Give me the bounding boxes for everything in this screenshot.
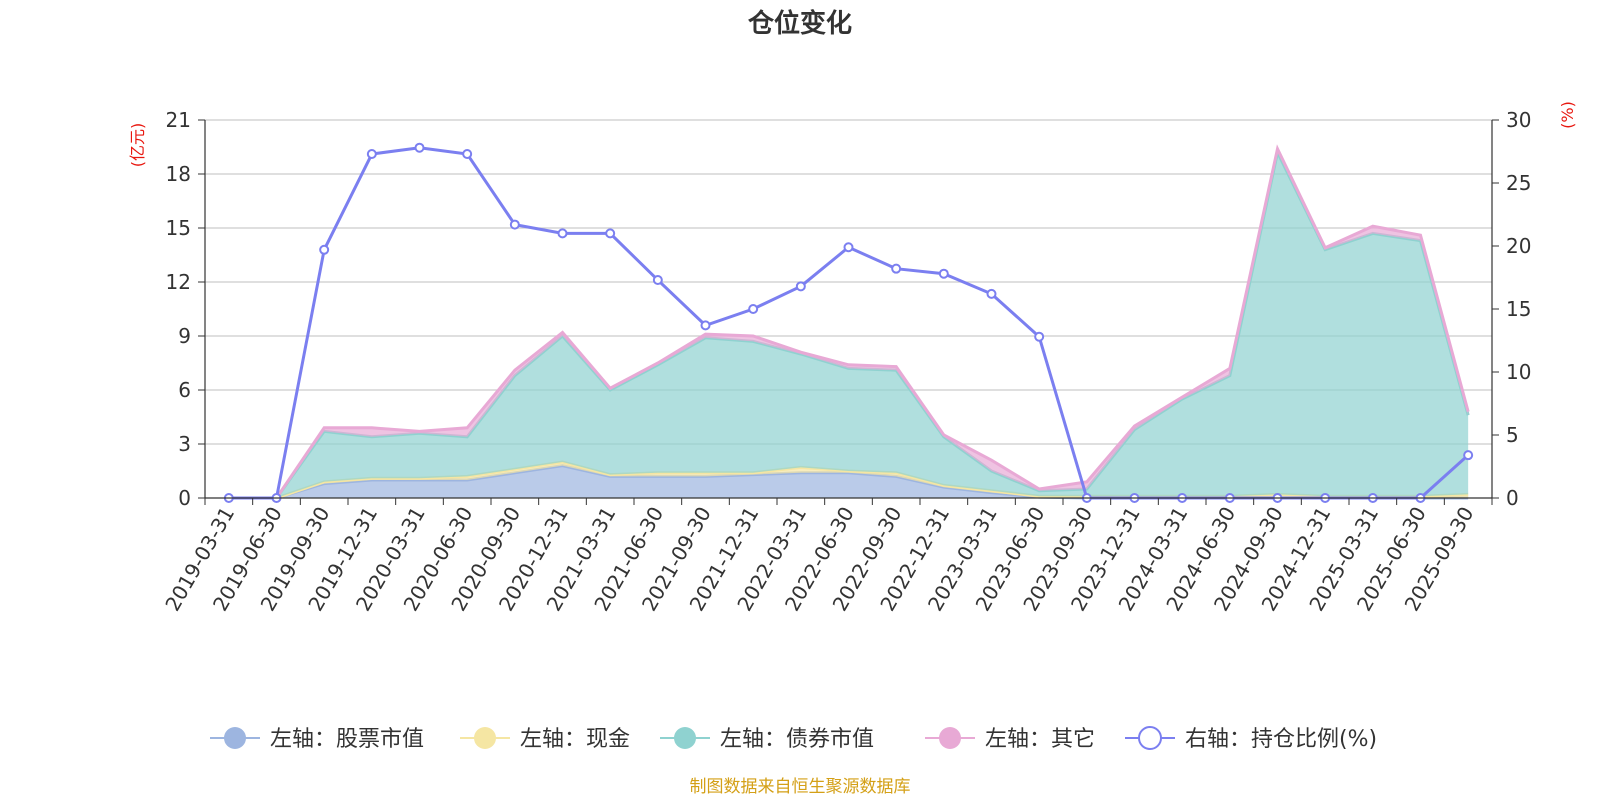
right-tick-label: 15 — [1506, 297, 1531, 321]
ratio-point — [509, 219, 520, 230]
ratio-point — [557, 228, 568, 239]
ratio-point — [462, 149, 473, 160]
legend: 左轴：股票市值 左轴：现金 左轴：债券市值 左轴：其它 右轴：持仓比例(%) — [210, 726, 1377, 752]
legend-marker — [939, 727, 961, 749]
ratio-point — [366, 149, 377, 160]
legend-label: 左轴：股票市值 — [270, 727, 424, 752]
right-tick-label: 5 — [1506, 423, 1519, 447]
ratio-point — [700, 320, 711, 331]
left-tick-label: 9 — [178, 324, 191, 348]
right-axis-unit: (%) — [1558, 101, 1577, 129]
left-tick-label: 3 — [178, 432, 191, 456]
left-tick-label: 0 — [178, 486, 191, 510]
right-tick-label: 30 — [1506, 108, 1531, 132]
left-tick-label: 6 — [178, 378, 191, 402]
grid-lines — [205, 119, 1492, 445]
left-tick-label: 15 — [166, 216, 191, 240]
right-tick-label: 0 — [1506, 486, 1519, 510]
legend-marker — [674, 727, 696, 749]
right-tick-label: 20 — [1506, 234, 1531, 258]
legend-label: 左轴：债券市值 — [720, 727, 874, 752]
legend-label: 左轴：现金 — [520, 727, 630, 752]
chart-title: 仓位变化 — [747, 8, 852, 39]
ratio-point — [843, 242, 854, 253]
left-tick-label: 12 — [166, 270, 191, 294]
ratio-point — [319, 244, 330, 255]
legend-marker — [1138, 726, 1162, 750]
area-左轴：股票市值 — [228, 465, 1469, 498]
legend-label: 左轴：其它 — [985, 727, 1095, 752]
area-series-group — [228, 144, 1470, 500]
legend-marker — [224, 727, 246, 749]
right-tick-label: 25 — [1506, 171, 1531, 195]
ratio-point — [986, 288, 997, 299]
left-tick-label: 18 — [166, 162, 191, 186]
ratio-point — [1034, 331, 1045, 342]
data-source-note: 制图数据来自恒生聚源数据库 — [690, 777, 911, 797]
ratio-point — [1463, 450, 1474, 461]
ratio-point — [938, 268, 949, 279]
ratio-point — [795, 281, 806, 292]
area-edge-左轴：其它 — [228, 144, 1470, 500]
ratio-point — [605, 228, 616, 239]
left-axis-unit: (亿元) — [128, 123, 147, 168]
area-左轴：债券市值 — [228, 152, 1469, 498]
legend-marker — [474, 727, 496, 749]
ratio-point — [891, 263, 902, 274]
right-tick-label: 10 — [1506, 360, 1531, 384]
ratio-point — [414, 142, 425, 153]
legend-label: 右轴：持仓比例(%) — [1185, 727, 1377, 752]
left-tick-label: 21 — [166, 108, 191, 132]
ratio-point — [652, 275, 663, 286]
ratio-point — [748, 304, 759, 314]
